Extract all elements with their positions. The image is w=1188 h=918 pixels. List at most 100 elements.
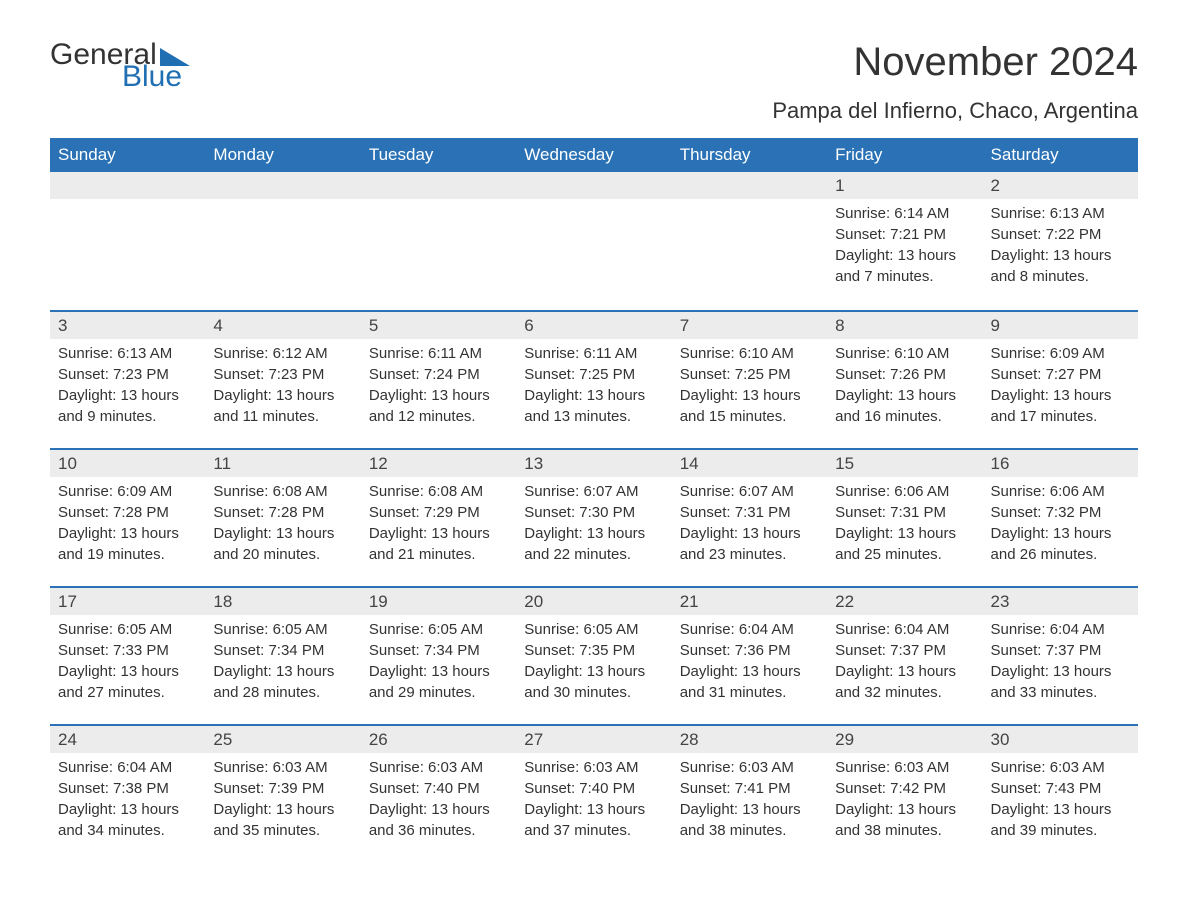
day-info: Sunrise: 6:05 AMSunset: 7:34 PMDaylight:… [361, 615, 516, 713]
day-info: Sunrise: 6:07 AMSunset: 7:30 PMDaylight:… [516, 477, 671, 575]
calendar-cell-24: 24Sunrise: 6:04 AMSunset: 7:38 PMDayligh… [50, 726, 205, 862]
day-number: 23 [983, 588, 1138, 615]
sunset-text: Sunset: 7:34 PM [213, 640, 352, 661]
day-info: Sunrise: 6:08 AMSunset: 7:28 PMDaylight:… [205, 477, 360, 575]
calendar-cell-5: 5Sunrise: 6:11 AMSunset: 7:24 PMDaylight… [361, 312, 516, 448]
sunrise-text: Sunrise: 6:13 AM [58, 343, 197, 364]
daylight-text: Daylight: 13 hours and 38 minutes. [680, 799, 819, 841]
calendar-cell-14: 14Sunrise: 6:07 AMSunset: 7:31 PMDayligh… [672, 450, 827, 586]
day-number: 26 [361, 726, 516, 753]
calendar-header-saturday: Saturday [983, 138, 1138, 172]
sunset-text: Sunset: 7:33 PM [58, 640, 197, 661]
calendar-cell-11: 11Sunrise: 6:08 AMSunset: 7:28 PMDayligh… [205, 450, 360, 586]
sunrise-text: Sunrise: 6:08 AM [369, 481, 508, 502]
day-number: 3 [50, 312, 205, 339]
sunset-text: Sunset: 7:25 PM [524, 364, 663, 385]
day-info: Sunrise: 6:04 AMSunset: 7:37 PMDaylight:… [983, 615, 1138, 713]
day-number: 2 [983, 172, 1138, 199]
day-info: Sunrise: 6:10 AMSunset: 7:26 PMDaylight:… [827, 339, 982, 437]
sunrise-text: Sunrise: 6:03 AM [680, 757, 819, 778]
sunset-text: Sunset: 7:27 PM [991, 364, 1130, 385]
day-number: 18 [205, 588, 360, 615]
calendar-week: 3Sunrise: 6:13 AMSunset: 7:23 PMDaylight… [50, 310, 1138, 448]
day-info: Sunrise: 6:09 AMSunset: 7:27 PMDaylight:… [983, 339, 1138, 437]
daylight-text: Daylight: 13 hours and 33 minutes. [991, 661, 1130, 703]
day-number [50, 172, 205, 199]
sunrise-text: Sunrise: 6:06 AM [835, 481, 974, 502]
daylight-text: Daylight: 13 hours and 36 minutes. [369, 799, 508, 841]
daylight-text: Daylight: 13 hours and 20 minutes. [213, 523, 352, 565]
calendar-cell-27: 27Sunrise: 6:03 AMSunset: 7:40 PMDayligh… [516, 726, 671, 862]
sunset-text: Sunset: 7:21 PM [835, 224, 974, 245]
daylight-text: Daylight: 13 hours and 28 minutes. [213, 661, 352, 703]
calendar-header-row: SundayMondayTuesdayWednesdayThursdayFrid… [50, 138, 1138, 172]
calendar-cell-21: 21Sunrise: 6:04 AMSunset: 7:36 PMDayligh… [672, 588, 827, 724]
day-number: 17 [50, 588, 205, 615]
calendar-cell-20: 20Sunrise: 6:05 AMSunset: 7:35 PMDayligh… [516, 588, 671, 724]
daylight-text: Daylight: 13 hours and 16 minutes. [835, 385, 974, 427]
sunrise-text: Sunrise: 6:08 AM [213, 481, 352, 502]
day-info: Sunrise: 6:04 AMSunset: 7:36 PMDaylight:… [672, 615, 827, 713]
daylight-text: Daylight: 13 hours and 25 minutes. [835, 523, 974, 565]
daylight-text: Daylight: 13 hours and 21 minutes. [369, 523, 508, 565]
sunrise-text: Sunrise: 6:06 AM [991, 481, 1130, 502]
sunset-text: Sunset: 7:38 PM [58, 778, 197, 799]
calendar-header-wednesday: Wednesday [516, 138, 671, 172]
calendar-header-tuesday: Tuesday [361, 138, 516, 172]
day-number: 28 [672, 726, 827, 753]
sunset-text: Sunset: 7:25 PM [680, 364, 819, 385]
sunset-text: Sunset: 7:28 PM [213, 502, 352, 523]
calendar-cell-23: 23Sunrise: 6:04 AMSunset: 7:37 PMDayligh… [983, 588, 1138, 724]
daylight-text: Daylight: 13 hours and 34 minutes. [58, 799, 197, 841]
sunrise-text: Sunrise: 6:10 AM [680, 343, 819, 364]
sunrise-text: Sunrise: 6:07 AM [524, 481, 663, 502]
day-info: Sunrise: 6:03 AMSunset: 7:39 PMDaylight:… [205, 753, 360, 851]
sunrise-text: Sunrise: 6:04 AM [991, 619, 1130, 640]
calendar-cell-empty [516, 172, 671, 310]
sunset-text: Sunset: 7:32 PM [991, 502, 1130, 523]
day-number: 1 [827, 172, 982, 199]
day-number: 20 [516, 588, 671, 615]
sunrise-text: Sunrise: 6:09 AM [58, 481, 197, 502]
daylight-text: Daylight: 13 hours and 15 minutes. [680, 385, 819, 427]
header: General Blue November 2024 [50, 40, 1138, 92]
calendar-cell-empty [50, 172, 205, 310]
sunrise-text: Sunrise: 6:05 AM [58, 619, 197, 640]
sunset-text: Sunset: 7:24 PM [369, 364, 508, 385]
sunrise-text: Sunrise: 6:03 AM [213, 757, 352, 778]
sunset-text: Sunset: 7:40 PM [524, 778, 663, 799]
day-number: 27 [516, 726, 671, 753]
sunset-text: Sunset: 7:35 PM [524, 640, 663, 661]
daylight-text: Daylight: 13 hours and 17 minutes. [991, 385, 1130, 427]
day-number [672, 172, 827, 199]
calendar: SundayMondayTuesdayWednesdayThursdayFrid… [50, 138, 1138, 862]
sunrise-text: Sunrise: 6:05 AM [524, 619, 663, 640]
daylight-text: Daylight: 13 hours and 37 minutes. [524, 799, 663, 841]
sunrise-text: Sunrise: 6:03 AM [524, 757, 663, 778]
daylight-text: Daylight: 13 hours and 7 minutes. [835, 245, 974, 287]
daylight-text: Daylight: 13 hours and 39 minutes. [991, 799, 1130, 841]
calendar-cell-4: 4Sunrise: 6:12 AMSunset: 7:23 PMDaylight… [205, 312, 360, 448]
day-info: Sunrise: 6:03 AMSunset: 7:40 PMDaylight:… [361, 753, 516, 851]
calendar-header-thursday: Thursday [672, 138, 827, 172]
day-number: 11 [205, 450, 360, 477]
sunset-text: Sunset: 7:34 PM [369, 640, 508, 661]
day-info: Sunrise: 6:07 AMSunset: 7:31 PMDaylight:… [672, 477, 827, 575]
sunset-text: Sunset: 7:28 PM [58, 502, 197, 523]
day-info: Sunrise: 6:05 AMSunset: 7:34 PMDaylight:… [205, 615, 360, 713]
calendar-cell-8: 8Sunrise: 6:10 AMSunset: 7:26 PMDaylight… [827, 312, 982, 448]
sunset-text: Sunset: 7:29 PM [369, 502, 508, 523]
calendar-header-monday: Monday [205, 138, 360, 172]
sunrise-text: Sunrise: 6:04 AM [680, 619, 819, 640]
calendar-cell-1: 1Sunrise: 6:14 AMSunset: 7:21 PMDaylight… [827, 172, 982, 310]
sunrise-text: Sunrise: 6:10 AM [835, 343, 974, 364]
location-subtitle: Pampa del Infierno, Chaco, Argentina [50, 98, 1138, 124]
sunset-text: Sunset: 7:43 PM [991, 778, 1130, 799]
sunrise-text: Sunrise: 6:11 AM [524, 343, 663, 364]
sunset-text: Sunset: 7:41 PM [680, 778, 819, 799]
day-info: Sunrise: 6:03 AMSunset: 7:40 PMDaylight:… [516, 753, 671, 851]
sunrise-text: Sunrise: 6:04 AM [835, 619, 974, 640]
day-number: 5 [361, 312, 516, 339]
day-number: 25 [205, 726, 360, 753]
sunrise-text: Sunrise: 6:12 AM [213, 343, 352, 364]
